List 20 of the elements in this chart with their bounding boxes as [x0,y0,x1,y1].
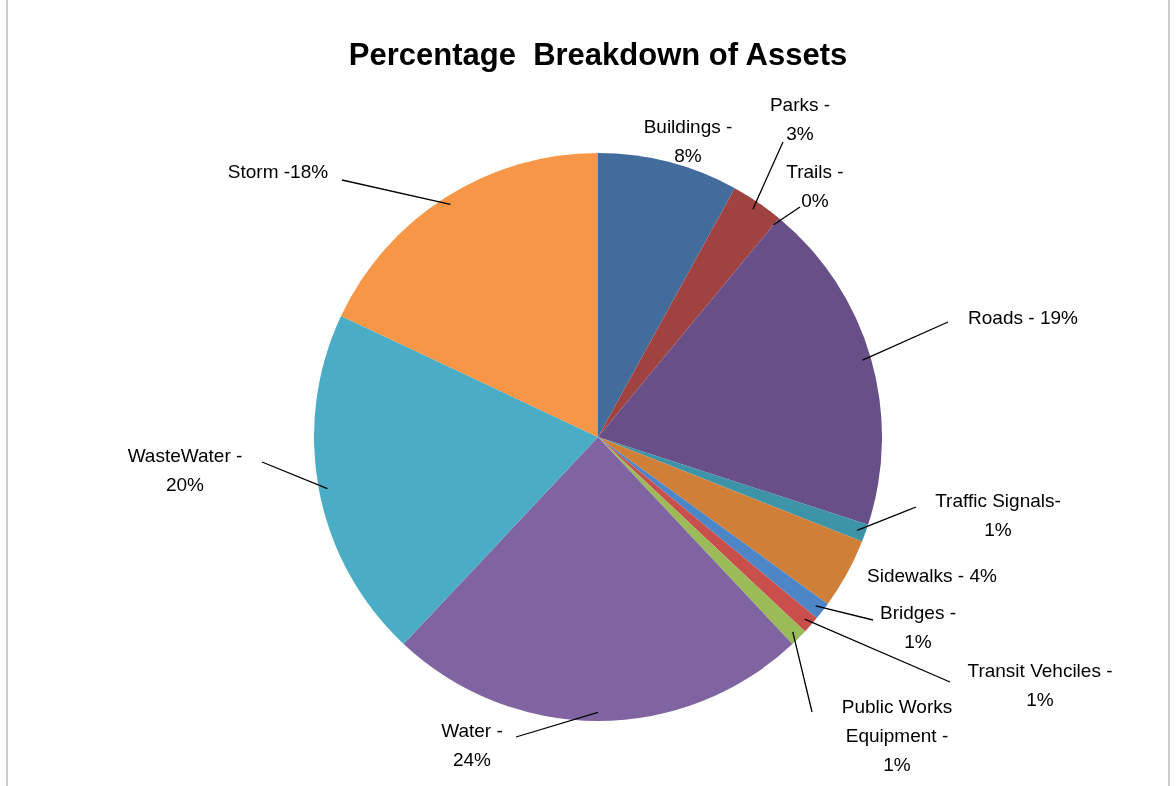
slice-label: Public Works Equipment - 1% [841,696,953,775]
pie-slice [598,437,869,542]
slice-label: Bridges - 1% [879,602,957,652]
pie-slice [598,437,863,604]
pie-slice [341,153,598,437]
slice-label: Parks - 3% [769,94,831,144]
slice-label: Sidewalks - 4% [867,565,998,586]
pie-slice [598,218,882,525]
slice-label: Storm -18% [227,161,329,182]
slice-label: Roads - 19% [968,307,1079,328]
slice-label: Water - 24% [441,720,503,770]
chart-title: Percentage Breakdown of Assets [348,37,848,72]
slice-label: Transit Vehciles - 1% [967,660,1113,710]
slice-label: WasteWater - 20% [127,445,243,495]
category-label: Trails - 0% [786,161,844,211]
pie-slice [598,188,780,437]
pie-slice [403,437,793,721]
pie-slice [314,316,598,645]
slice-label: Traffic Signals- 1% [935,490,1061,540]
slice-label: Buildings - 8% [643,116,733,166]
